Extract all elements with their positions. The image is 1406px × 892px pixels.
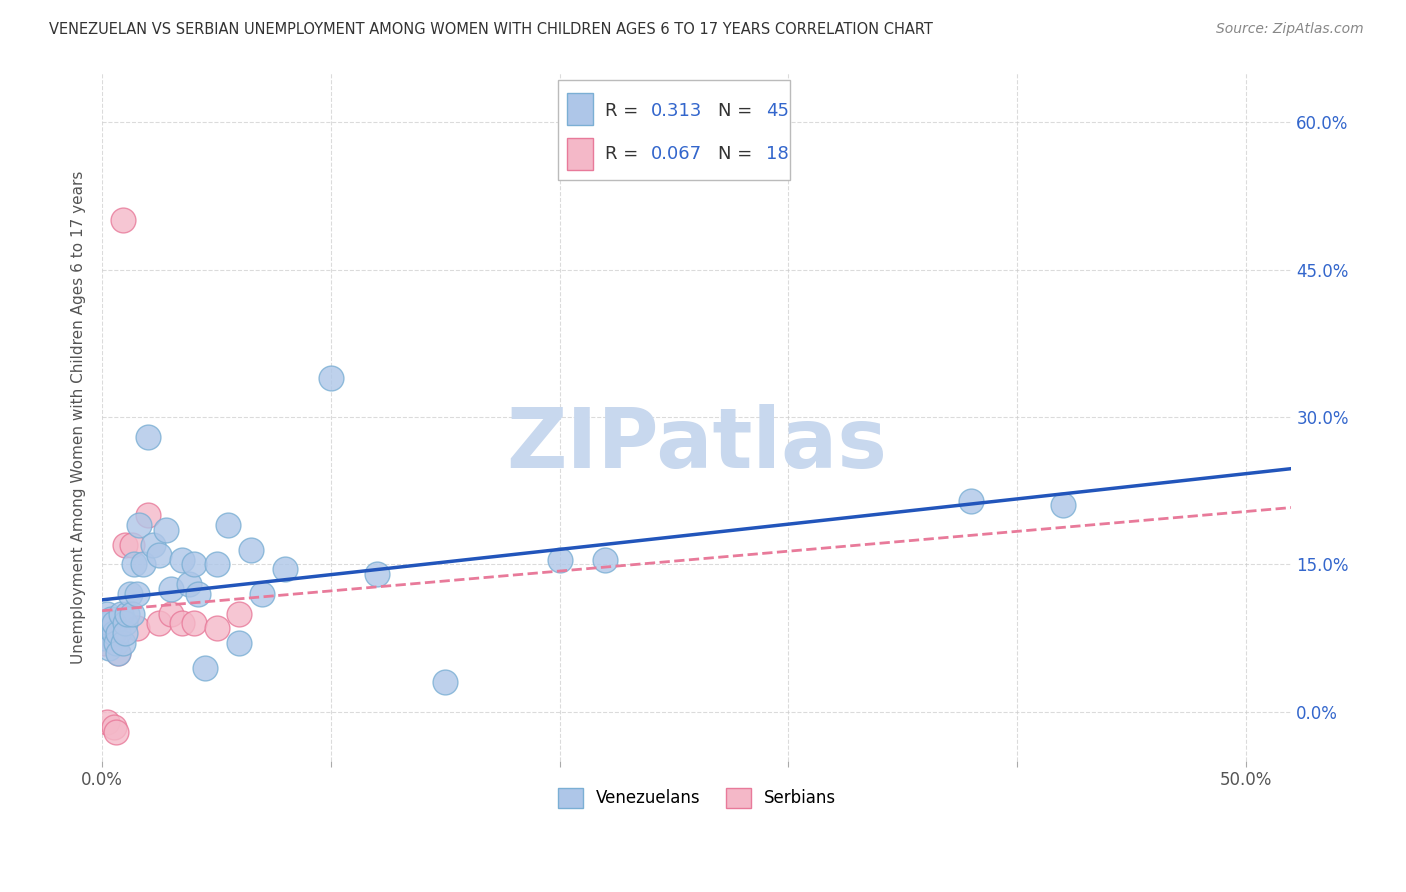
Point [103,720,125,734]
Point [91,621,114,635]
Text: 0.067: 0.067 [651,145,702,162]
Point [100,631,122,645]
Point [960,493,983,508]
Point [98,616,121,631]
Point [194,661,217,675]
Point [111,636,134,650]
Point [100,611,122,625]
Point [125,621,148,635]
Text: R =: R = [605,102,644,120]
Point [111,213,134,227]
Point [121,607,143,621]
Point [179,577,201,591]
Point [239,542,262,557]
Legend: Venezuelans, Serbians: Venezuelans, Serbians [551,781,842,814]
Point [228,607,250,621]
Point [205,621,228,635]
Point [595,552,617,566]
FancyBboxPatch shape [567,137,593,169]
Point [172,616,194,631]
Text: ZIPatlas: ZIPatlas [506,404,887,485]
Text: VENEZUELAN VS SERBIAN UNEMPLOYMENT AMONG WOMEN WITH CHILDREN AGES 6 TO 17 YEARS : VENEZUELAN VS SERBIAN UNEMPLOYMENT AMONG… [49,22,934,37]
Point [228,636,250,650]
Point [104,724,127,739]
Point [187,587,209,601]
Point [125,587,148,601]
Point [114,616,136,631]
FancyBboxPatch shape [567,93,593,125]
Point [136,430,159,444]
Text: N =: N = [718,102,758,120]
FancyBboxPatch shape [558,80,790,179]
Point [96,714,118,729]
Point [217,518,239,533]
Point [148,616,170,631]
Text: N =: N = [718,145,758,162]
Point [159,607,181,621]
Point [114,538,136,552]
Point [434,675,457,690]
Point [118,587,141,601]
Point [136,508,159,523]
Point [148,548,170,562]
Point [110,607,132,621]
Point [252,587,274,601]
Point [159,582,181,596]
Text: R =: R = [605,145,644,162]
Point [128,518,150,533]
Point [274,562,297,576]
Point [155,523,177,537]
Text: 45: 45 [766,102,789,120]
Point [114,626,136,640]
Point [172,552,194,566]
Point [91,626,114,640]
Text: 0.313: 0.313 [651,102,702,120]
Point [93,636,115,650]
Text: Source: ZipAtlas.com: Source: ZipAtlas.com [1216,22,1364,37]
Point [96,607,118,621]
Point [107,646,129,660]
Point [107,626,129,640]
Point [117,607,139,621]
Point [1052,499,1074,513]
Point [183,558,205,572]
Point [98,640,121,655]
Point [121,538,143,552]
Text: 18: 18 [766,145,789,162]
Point [366,567,388,582]
Point [132,558,155,572]
Point [122,558,145,572]
Point [141,538,163,552]
Point [103,626,125,640]
Point [183,616,205,631]
Point [103,616,125,631]
Point [205,558,228,572]
Point [93,631,115,645]
Point [104,636,127,650]
Point [107,646,129,660]
Y-axis label: Unemployment Among Women with Children Ages 6 to 17 years: Unemployment Among Women with Children A… [72,170,86,664]
Point [319,370,342,384]
Point [548,552,571,566]
